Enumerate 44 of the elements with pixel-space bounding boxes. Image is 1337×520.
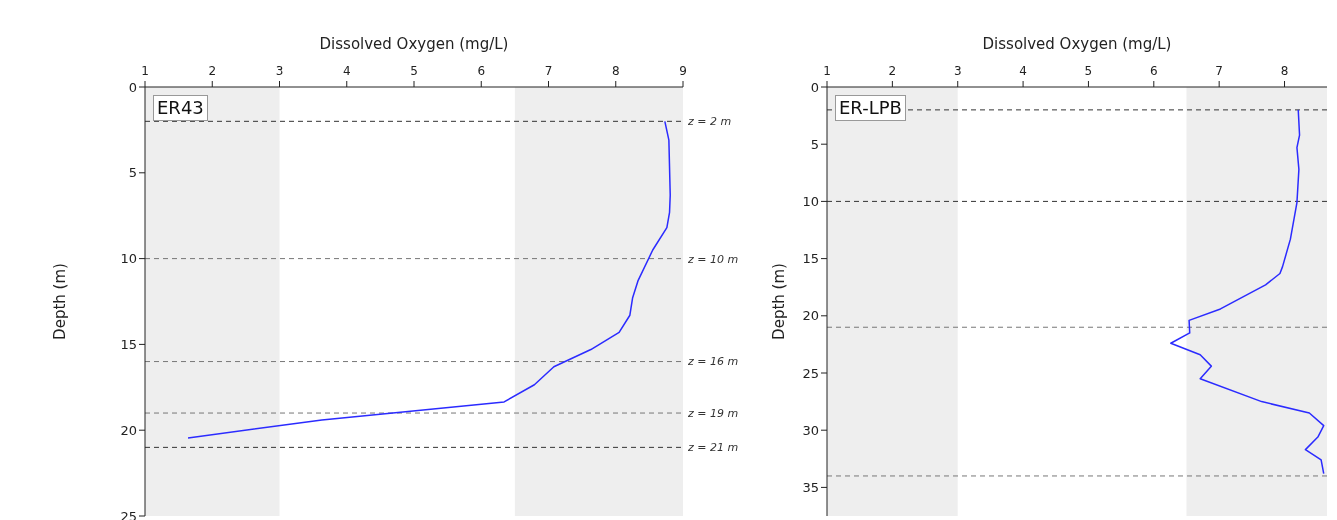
x-tick-label: 6 [1149,64,1158,78]
x-tick-label: 1 [141,64,149,78]
y-tick-label: 25 [120,508,137,520]
ref-line-label: z = 10 m [687,252,739,266]
x-tick-label: 3 [953,64,962,78]
y-tick-label: 20 [802,308,819,324]
ref-line-label: z = 16 m [687,355,739,369]
ref-line-label: z = 19 m [687,406,739,420]
x-tick-label: 2 [888,64,897,78]
y-tick-label: 15 [120,337,137,353]
y-tick-label: 35 [802,480,819,496]
y-axis-title: Depth (m) [51,263,70,340]
y-tick-label: 10 [120,251,137,267]
x-tick-label: 2 [208,64,217,78]
y-tick-label: 5 [128,165,137,181]
x-tick-label: 1 [823,64,831,78]
x-tick-label: 9 [679,64,687,78]
x-axis-title: Dissolved Oxygen (mg/L) [982,34,1172,53]
ref-line-label: z = 21 m [687,441,739,455]
ref-line-label: z = 2 m [687,115,732,129]
x-tick-label: 4 [342,64,351,78]
annotation: ER-LPB [835,95,906,121]
y-tick-label: 25 [802,365,819,381]
y-tick-label: 5 [810,136,819,152]
line-series [1170,109,1325,475]
y-tick-label: 0 [128,79,137,95]
line-series [187,120,671,439]
x-tick-label: 8 [1280,64,1289,78]
x-tick-label: 5 [410,64,418,78]
x-tick-label: 7 [544,64,553,78]
x-tick-label: 6 [477,64,486,78]
y-tick-label: 15 [802,251,819,267]
x-axis-title: Dissolved Oxygen (mg/L) [319,34,509,53]
x-tick-label: 3 [275,64,284,78]
x-tick-label: 7 [1215,64,1223,78]
x-tick-label: 5 [1084,64,1093,78]
y-tick-label: 0 [810,79,819,95]
y-axis-title: Depth (m) [770,263,789,340]
annotation: ER43 [153,95,208,121]
x-tick-label: 8 [611,64,620,78]
y-tick-label: 10 [802,194,819,210]
y-tick-label: 20 [120,422,137,438]
y-tick-label: 30 [802,422,819,438]
x-tick-label: 4 [1019,64,1027,78]
